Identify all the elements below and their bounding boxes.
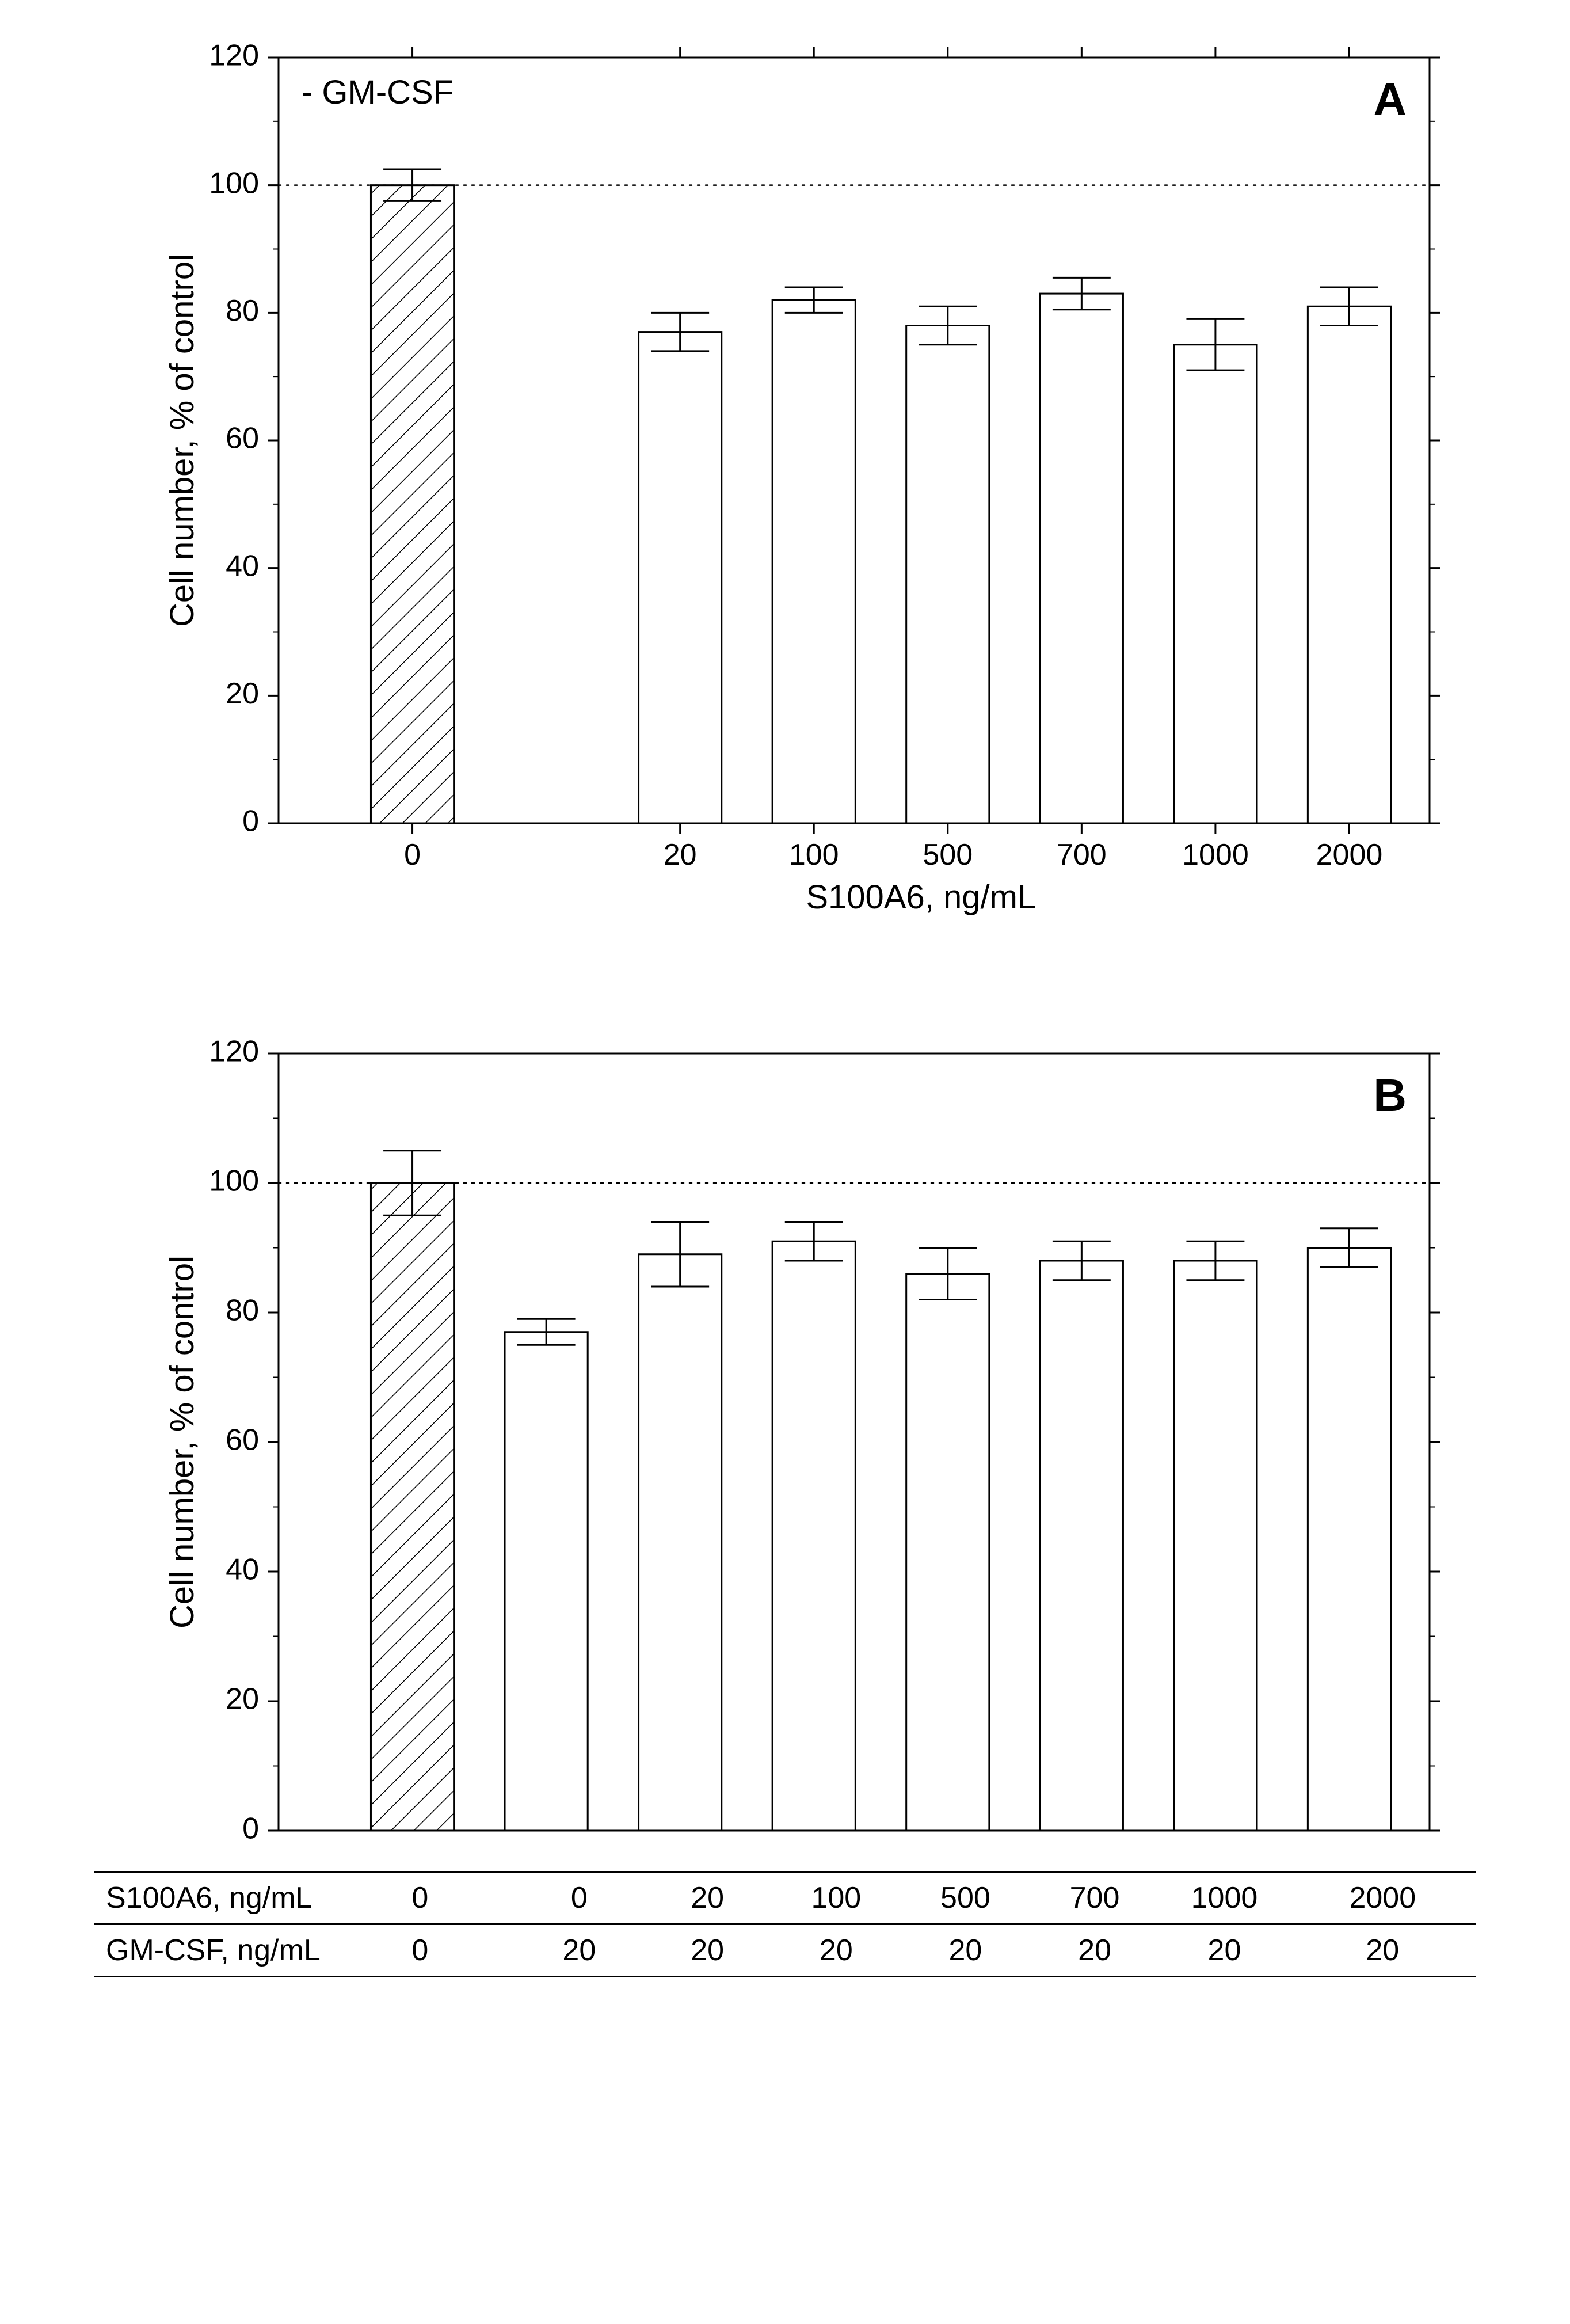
table-cell: 0 (325, 1872, 515, 1924)
y-tick-label: 40 (226, 1553, 259, 1587)
y-tick-label: 60 (226, 422, 259, 455)
panel-b: 020406080100120Cell number, % of control… (94, 1019, 1476, 1977)
x-tick-label: 500 (923, 838, 973, 872)
table-cell: 20 (901, 1924, 1030, 1977)
x-tick-label: 2000 (1316, 838, 1383, 872)
y-tick-label: 100 (209, 166, 259, 200)
bar (906, 326, 989, 824)
x-tick-label: 700 (1057, 838, 1107, 872)
bar (1174, 345, 1257, 823)
table-cell: 2000 (1290, 1872, 1476, 1924)
table-cell: 0 (515, 1872, 643, 1924)
chart-b: 0 20 40 60 80 100 120 Cell number, % of control… (94, 1019, 1476, 1865)
bar (772, 300, 855, 823)
y-tick-label: 80 (226, 294, 259, 328)
table-row-label: GM-CSF, ng/mL (94, 1924, 325, 1977)
x-axis-label: S100A6, ng/mL (806, 878, 1036, 916)
bar (639, 1254, 722, 1831)
y-tick-label: 0 (242, 1812, 259, 1846)
table-cell: 20 (1159, 1924, 1289, 1977)
x-tick-label: 0 (404, 838, 421, 872)
bar (906, 1274, 989, 1831)
x-tick-label: 1000 (1182, 838, 1249, 872)
table-row: S100A6, ng/mL002010050070010002000 (94, 1872, 1476, 1924)
bar (1308, 1248, 1390, 1831)
table-cell: 0 (325, 1924, 515, 1977)
y-tick-label: 20 (226, 1683, 259, 1716)
table-cell: 20 (643, 1924, 772, 1977)
y-axis-label: Cell number, % of control (163, 1256, 201, 1629)
bar (772, 1241, 855, 1831)
table-cell: 20 (515, 1924, 643, 1977)
chart-a: 0 20 40 60 80 100 120 0 20 100 500 700 1000 2000 Cell … (94, 23, 1476, 973)
y-axis-label: Cell number, % of control (163, 254, 201, 627)
bar (1040, 1261, 1123, 1831)
x-tick-label: 100 (789, 838, 839, 872)
bar (371, 1183, 454, 1831)
y-tick-label: 80 (226, 1294, 259, 1328)
panel-b-table: S100A6, ng/mL002010050070010002000GM-CSF… (94, 1871, 1476, 1977)
annotation: - GM-CSF (302, 74, 454, 111)
bar (1308, 306, 1390, 823)
y-tick-label: 40 (226, 549, 259, 583)
bar (371, 185, 454, 823)
table-row: GM-CSF, ng/mL020202020202020 (94, 1924, 1476, 1977)
table-cell: 20 (772, 1924, 901, 1977)
table-cell: 20 (1030, 1924, 1160, 1977)
table-cell: 20 (1290, 1924, 1476, 1977)
panel-label: B (1373, 1070, 1407, 1121)
bar (505, 1332, 588, 1831)
y-tick-label: 20 (226, 677, 259, 710)
bar (1174, 1261, 1257, 1831)
bar (639, 332, 722, 823)
figure: 02040608010012002010050070010002000Cell … (94, 23, 1476, 1977)
y-tick-label: 120 (209, 1035, 259, 1068)
table-cell: 1000 (1159, 1872, 1289, 1924)
bar (1040, 294, 1123, 823)
table-row-label: S100A6, ng/mL (94, 1872, 325, 1924)
panel-label: A (1373, 74, 1407, 125)
table-cell: 20 (643, 1872, 772, 1924)
y-tick-label: 120 (209, 39, 259, 73)
y-tick-label: 100 (209, 1165, 259, 1198)
y-tick-label: 60 (226, 1424, 259, 1457)
panel-a: 0 20 40 60 80 100 120 0 20 100 500 700 1000 2000 Cell … (94, 23, 1476, 973)
y-tick-label: 0 (242, 805, 259, 838)
x-tick-label: 20 (664, 838, 697, 872)
table-cell: 100 (772, 1872, 901, 1924)
table-cell: 500 (901, 1872, 1030, 1924)
table-cell: 700 (1030, 1872, 1160, 1924)
